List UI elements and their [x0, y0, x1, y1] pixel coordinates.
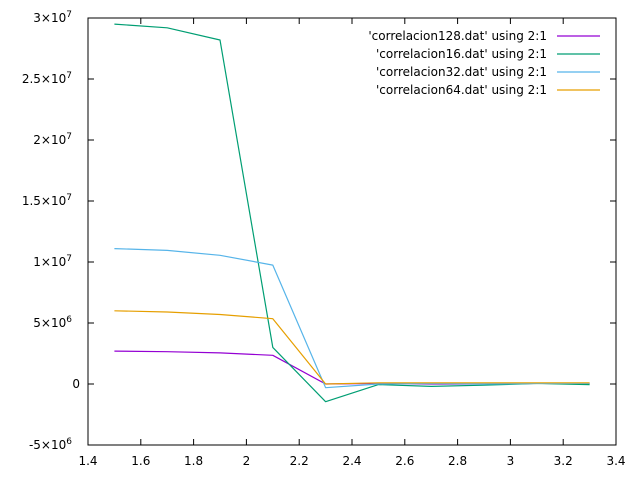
legend-label-1: 'correlacion128.dat' using 2:1	[368, 29, 547, 43]
x-tick-label: 1.8	[184, 454, 203, 468]
y-tick-exponent: 7	[66, 254, 72, 264]
y-tick-exponent: 7	[66, 132, 72, 142]
y-tick-mantissa: 2×10	[33, 133, 66, 147]
x-tick-label: 3.2	[554, 454, 573, 468]
x-tick-label: 1.4	[78, 454, 97, 468]
y-tick-mantissa: 3×10	[33, 11, 66, 25]
y-tick-mantissa: 5×10	[33, 316, 66, 330]
y-tick-mantissa: 0	[72, 377, 80, 391]
legend-label-4: 'correlacion64.dat' using 2:1	[376, 83, 547, 97]
y-tick-label: -5×106	[29, 437, 72, 452]
series-line-3	[114, 248, 590, 389]
y-tick-exponent: 7	[66, 10, 72, 20]
y-tick-mantissa: -5×10	[29, 438, 66, 452]
legend-label-2: 'correlacion16.dat' using 2:1	[376, 47, 547, 61]
y-tick-mantissa: 1×10	[33, 255, 66, 269]
x-tick-label: 2.8	[448, 454, 467, 468]
x-tick-label: 3	[507, 454, 515, 468]
series-layer	[114, 23, 590, 403]
y-tick-exponent: 7	[66, 71, 72, 81]
y-tick-mantissa: 2.5×10	[22, 72, 66, 86]
y-tick-label: 5×106	[33, 315, 72, 330]
axes: 1.4 1.6 1.8 2 2.2 2.4 2.6 2.8 3 3.2 3.4-5×10605×10…	[22, 10, 626, 468]
x-tick-label: 2	[243, 454, 251, 468]
x-tick-label: 2.4	[342, 454, 361, 468]
y-tick-label: 0	[72, 377, 80, 391]
y-tick-exponent: 6	[66, 437, 72, 447]
series-line-4	[114, 310, 590, 385]
y-tick-label: 1×107	[33, 254, 72, 269]
legend: 'correlacion128.dat' using 2:1 'correlaci…	[368, 29, 600, 97]
y-tick-label: 3×107	[33, 10, 72, 25]
series-line-1	[114, 350, 590, 385]
legend-label-3: 'correlacion32.dat' using 2:1	[376, 65, 547, 79]
y-tick-exponent: 6	[66, 315, 72, 325]
y-tick-label: 1.5×107	[22, 193, 72, 208]
y-tick-mantissa: 1.5×10	[22, 194, 66, 208]
y-tick-label: 2.5×107	[22, 71, 72, 86]
series-line-2	[114, 23, 590, 403]
x-tick-label: 3.4	[606, 454, 625, 468]
y-tick-exponent: 7	[66, 193, 72, 203]
x-tick-label: 2.6	[395, 454, 414, 468]
x-tick-label: 2.2	[290, 454, 309, 468]
y-tick-label: 2×107	[33, 132, 72, 147]
x-tick-label: 1.6	[131, 454, 150, 468]
